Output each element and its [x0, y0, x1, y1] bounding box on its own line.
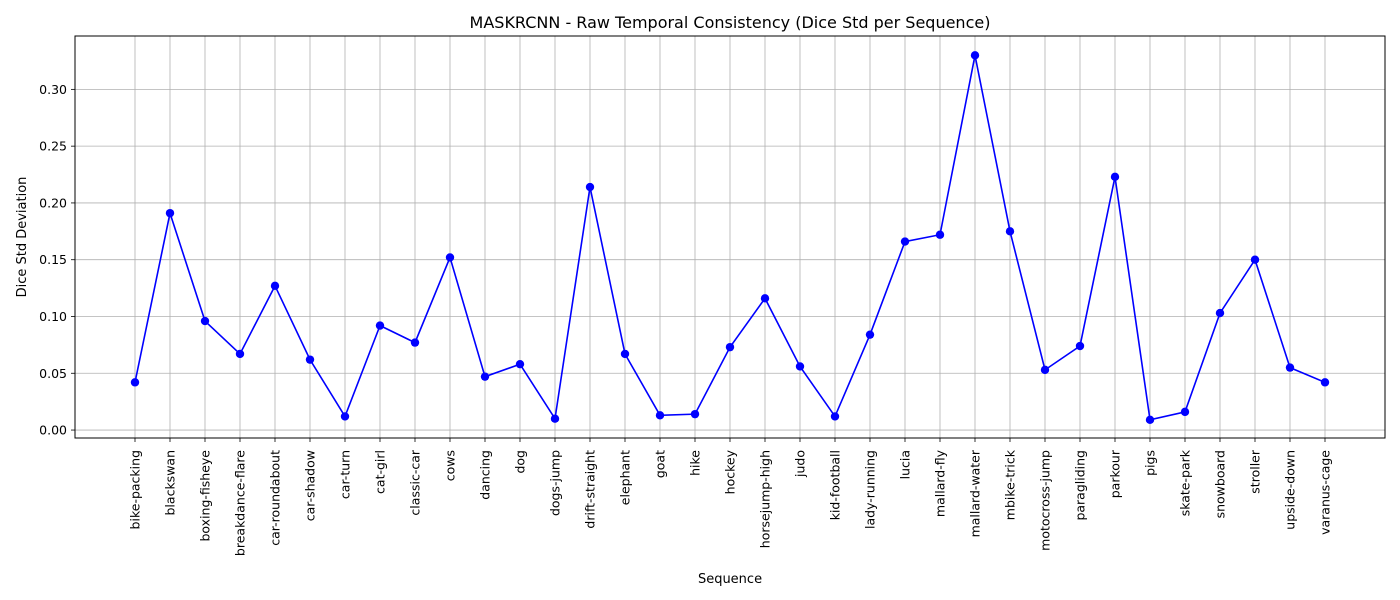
x-tick-label: motocross-jump [1038, 450, 1053, 551]
data-point [690, 409, 700, 419]
grid [75, 36, 1385, 438]
x-axis-ticks: bike-packing blackswan boxing-fisheye break… [128, 438, 1333, 556]
x-tick-label: cows [443, 450, 458, 481]
x-tick-label: varanus-cage [1318, 450, 1333, 535]
data-point [1285, 363, 1295, 372]
y-tick-label: 0.15 [39, 252, 67, 267]
data-point [165, 208, 175, 218]
data-point [1250, 255, 1260, 264]
data-point [340, 412, 350, 421]
x-tick-label: bike-packing [128, 450, 143, 529]
data-point [1215, 308, 1225, 318]
x-tick-label: mallard-fly [933, 449, 948, 517]
x-tick-label: cat-girl [373, 450, 388, 494]
chart-title: MASKRCNN - Raw Temporal Consistency (Dic… [470, 13, 991, 32]
x-tick-label: dog [513, 450, 528, 474]
x-tick-label: goat [653, 450, 668, 478]
x-tick-label: lady-running [863, 450, 878, 529]
data-point [445, 253, 455, 262]
data-point [410, 338, 420, 347]
y-axis-label: Dice Std Deviation [15, 177, 30, 298]
data-point [235, 349, 245, 359]
data-point [1145, 415, 1155, 425]
x-tick-label: upside-down [1283, 450, 1298, 530]
plot-frame [74, 35, 1386, 439]
x-tick-label: skate-park [1178, 449, 1193, 516]
x-tick-label: classic-car [408, 449, 423, 515]
data-point [970, 51, 980, 60]
x-tick-label: kid-football [828, 450, 843, 520]
data-point [515, 359, 525, 369]
data-point [725, 342, 735, 352]
x-tick-label: paragliding [1073, 450, 1088, 521]
y-tick-label: 0.05 [39, 366, 67, 381]
data-point [865, 330, 875, 339]
x-tick-label: car-roundabout [268, 450, 283, 546]
x-tick-label: breakdance-flare [233, 450, 248, 556]
data-point [655, 411, 665, 420]
x-tick-label: pigs [1143, 450, 1158, 476]
x-tick-label: drift-straight [583, 450, 598, 529]
x-tick-label: elephant [618, 450, 633, 505]
series-points [130, 51, 1330, 425]
y-tick-label: 0.10 [39, 309, 67, 324]
data-point [270, 281, 280, 291]
x-tick-label: hike [688, 450, 703, 476]
y-tick-label: 0.00 [39, 423, 67, 438]
x-tick-label: mbike-trick [1003, 449, 1018, 520]
data-point [795, 362, 805, 371]
data-point [900, 237, 910, 246]
data-point [1110, 172, 1120, 182]
y-axis-ticks: 0.00 0.05 0.10 0.15 0.20 0.25 0.30 [39, 82, 75, 438]
data-point [1005, 227, 1015, 236]
x-tick-label: boxing-fisheye [198, 450, 213, 542]
x-tick-label: judo [793, 450, 808, 478]
x-tick-label: dancing [478, 450, 493, 500]
data-point [1180, 407, 1190, 417]
data-point [200, 316, 210, 326]
data-point [480, 372, 490, 381]
data-point [305, 355, 315, 364]
y-tick-label: 0.30 [39, 82, 67, 97]
y-tick-label: 0.25 [39, 139, 67, 154]
data-point [935, 230, 945, 239]
data-point [130, 378, 140, 387]
data-point [760, 294, 770, 303]
x-axis-label: Sequence [698, 572, 762, 587]
data-point [375, 321, 385, 330]
x-tick-label: lucia [898, 450, 913, 479]
x-tick-label: snowboard [1213, 450, 1228, 518]
x-tick-label: car-turn [338, 450, 353, 499]
x-tick-label: stroller [1248, 449, 1263, 494]
data-point [585, 182, 595, 192]
y-tick-label: 0.20 [39, 195, 67, 210]
x-tick-label: dogs-jump [548, 450, 563, 516]
data-point [1075, 341, 1085, 351]
data-point [620, 349, 630, 359]
x-tick-label: horsejump-high [758, 450, 773, 548]
x-tick-label: hockey [723, 449, 738, 494]
data-point [1040, 365, 1050, 375]
data-point [830, 412, 840, 421]
data-point [1320, 378, 1330, 387]
x-tick-label: parkour [1108, 449, 1123, 498]
x-tick-label: mallard-water [968, 449, 983, 537]
x-tick-label: blackswan [163, 450, 178, 516]
data-point [550, 414, 560, 423]
x-tick-label: car-shadow [303, 450, 318, 521]
